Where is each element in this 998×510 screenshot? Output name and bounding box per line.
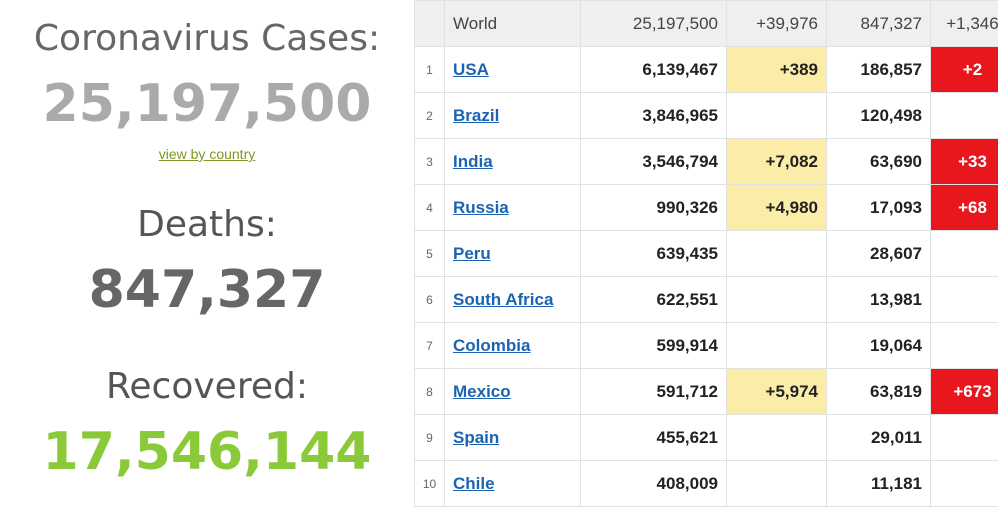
country-cell[interactable]: USA [444, 46, 581, 93]
new-cases-cell [726, 322, 827, 369]
country-link[interactable]: Colombia [453, 335, 531, 355]
table-row: 8 Mexico 591,712 +5,974 63,819 +673 [414, 368, 998, 415]
table-row: 5 Peru 639,435 28,607 [414, 230, 998, 277]
new-cases-cell: +389 [726, 46, 827, 93]
total-cases-cell: 599,914 [580, 322, 727, 369]
view-by-country-link[interactable]: view by country [158, 146, 256, 162]
country-cell[interactable]: Chile [444, 460, 581, 507]
world-rank-cell [414, 0, 445, 47]
new-deaths-cell [930, 92, 998, 139]
total-cases-cell: 990,326 [580, 184, 727, 231]
new-cases-cell: +4,980 [726, 184, 827, 231]
table-row: 4 Russia 990,326 +4,980 17,093 +68 [414, 184, 998, 231]
total-deaths-cell: 28,607 [826, 230, 931, 277]
new-cases-cell [726, 414, 827, 461]
table-row: 9 Spain 455,621 29,011 [414, 414, 998, 461]
rank-cell: 3 [414, 138, 445, 185]
new-deaths-cell: +673 [930, 368, 998, 415]
world-label: World [444, 0, 581, 47]
new-deaths-cell [930, 322, 998, 369]
total-cases-cell: 455,621 [580, 414, 727, 461]
country-link[interactable]: Chile [453, 473, 495, 493]
table-row: 1 USA 6,139,467 +389 186,857 +2 [414, 46, 998, 93]
country-link[interactable]: Spain [453, 427, 500, 447]
world-total-cases: 25,197,500 [580, 0, 727, 47]
rank-cell: 7 [414, 322, 445, 369]
rank-cell: 4 [414, 184, 445, 231]
country-cell[interactable]: South Africa [444, 276, 581, 323]
new-cases-cell [726, 92, 827, 139]
view-by-country-wrapper: view by country [0, 146, 414, 162]
table-row: 10 Chile 408,009 11,181 [414, 460, 998, 507]
country-link[interactable]: Mexico [453, 381, 511, 401]
rank-cell: 9 [414, 414, 445, 461]
total-cases-cell: 3,546,794 [580, 138, 727, 185]
country-cell[interactable]: Brazil [444, 92, 581, 139]
recovered-label: Recovered: [106, 366, 308, 407]
cases-value: 25,197,500 [42, 74, 372, 134]
new-deaths-cell [930, 460, 998, 507]
country-cell[interactable]: Colombia [444, 322, 581, 369]
country-table-wrapper: World 25,197,500 +39,976 847,327 +1,346 … [414, 0, 998, 510]
new-deaths-cell: +68 [930, 184, 998, 231]
new-cases-cell [726, 460, 827, 507]
total-deaths-cell: 17,093 [826, 184, 931, 231]
table-row: 6 South Africa 622,551 13,981 [414, 276, 998, 323]
total-cases-cell: 591,712 [580, 368, 727, 415]
total-cases-cell: 3,846,965 [580, 92, 727, 139]
country-link[interactable]: Brazil [453, 105, 500, 125]
total-deaths-cell: 186,857 [826, 46, 931, 93]
world-row: World 25,197,500 +39,976 847,327 +1,346 [414, 0, 998, 47]
new-deaths-cell [930, 414, 998, 461]
new-cases-cell [726, 230, 827, 277]
rank-cell: 1 [414, 46, 445, 93]
new-cases-cell: +5,974 [726, 368, 827, 415]
country-cell[interactable]: Russia [444, 184, 581, 231]
rank-cell: 2 [414, 92, 445, 139]
new-deaths-cell [930, 230, 998, 277]
country-link[interactable]: South Africa [453, 289, 554, 309]
total-cases-cell: 639,435 [580, 230, 727, 277]
new-cases-cell [726, 276, 827, 323]
new-deaths-cell: +2 [930, 46, 998, 93]
world-new-cases: +39,976 [726, 0, 827, 47]
recovered-value: 17,546,144 [42, 422, 372, 482]
table-row: 2 Brazil 3,846,965 120,498 [414, 92, 998, 139]
country-cell[interactable]: Spain [444, 414, 581, 461]
country-table-body: World 25,197,500 +39,976 847,327 +1,346 … [414, 0, 998, 507]
table-row: 7 Colombia 599,914 19,064 [414, 322, 998, 369]
total-cases-cell: 6,139,467 [580, 46, 727, 93]
rank-cell: 5 [414, 230, 445, 277]
rank-cell: 6 [414, 276, 445, 323]
total-cases-cell: 408,009 [580, 460, 727, 507]
country-link[interactable]: Peru [453, 243, 491, 263]
total-deaths-cell: 29,011 [826, 414, 931, 461]
total-deaths-cell: 13,981 [826, 276, 931, 323]
rank-cell: 10 [414, 460, 445, 507]
new-deaths-cell: +33 [930, 138, 998, 185]
total-deaths-cell: 120,498 [826, 92, 931, 139]
total-deaths-cell: 63,690 [826, 138, 931, 185]
total-deaths-cell: 11,181 [826, 460, 931, 507]
rank-cell: 8 [414, 368, 445, 415]
deaths-value: 847,327 [88, 260, 326, 320]
country-table: World 25,197,500 +39,976 847,327 +1,346 … [414, 0, 998, 507]
country-cell[interactable]: Mexico [444, 368, 581, 415]
total-deaths-cell: 63,819 [826, 368, 931, 415]
country-link[interactable]: USA [453, 59, 489, 79]
country-cell[interactable]: Peru [444, 230, 581, 277]
total-deaths-cell: 19,064 [826, 322, 931, 369]
new-deaths-cell [930, 276, 998, 323]
table-row: 3 India 3,546,794 +7,082 63,690 +33 [414, 138, 998, 185]
total-cases-cell: 622,551 [580, 276, 727, 323]
new-cases-cell: +7,082 [726, 138, 827, 185]
deaths-label: Deaths: [137, 204, 277, 245]
world-new-deaths: +1,346 [930, 0, 998, 47]
country-link[interactable]: India [453, 151, 493, 171]
world-total-deaths: 847,327 [826, 0, 931, 47]
cases-label: Coronavirus Cases: [33, 18, 381, 59]
country-cell[interactable]: India [444, 138, 581, 185]
summary-panel: Coronavirus Cases: 25,197,500 view by co… [0, 0, 414, 510]
country-link[interactable]: Russia [453, 197, 509, 217]
